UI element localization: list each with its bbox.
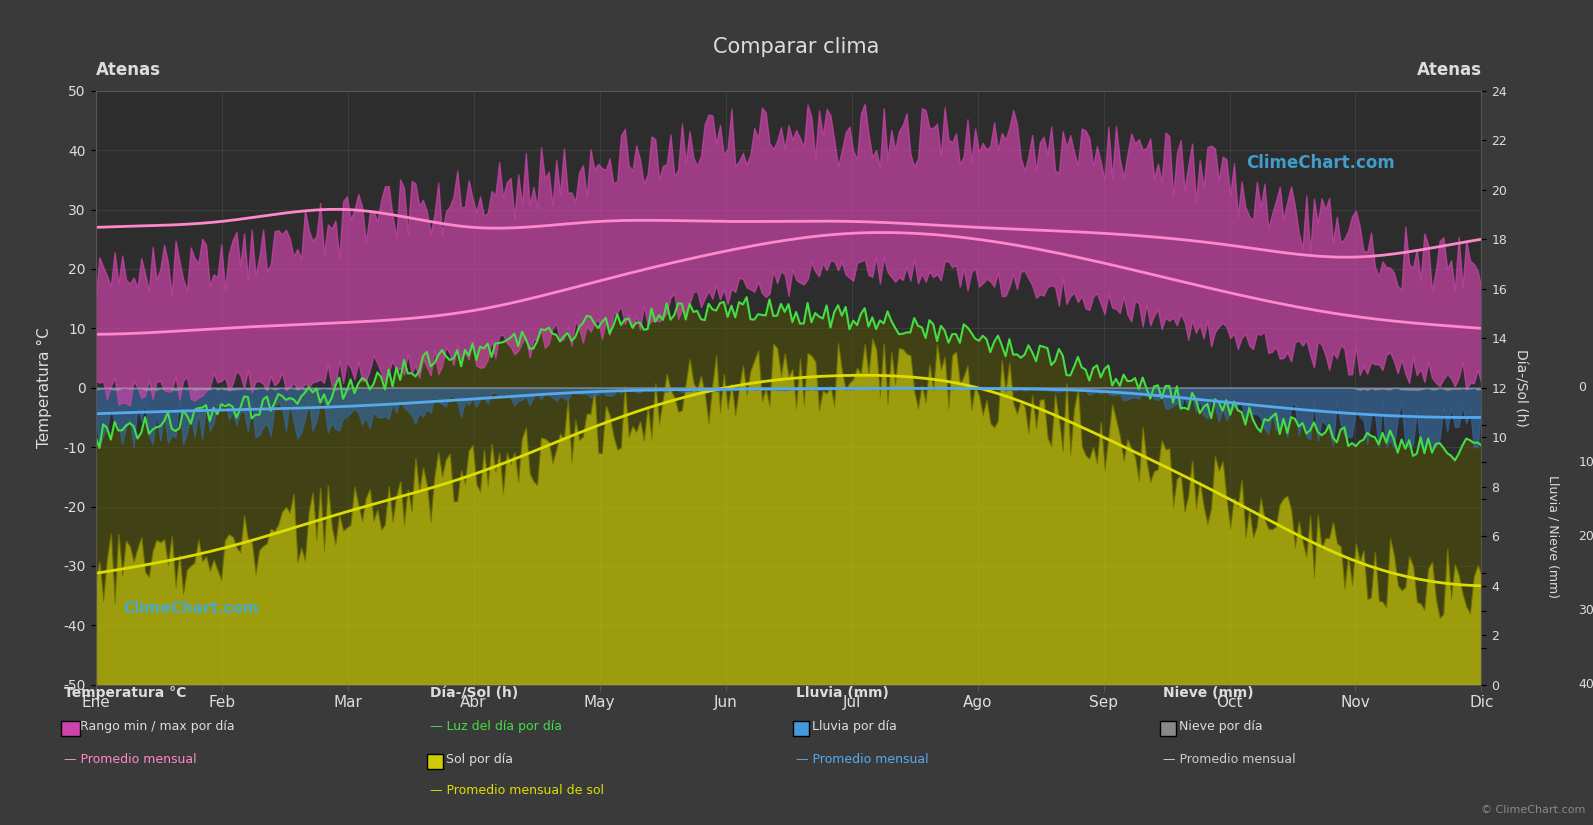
Y-axis label: Día-/Sol (h): Día-/Sol (h) bbox=[1513, 349, 1528, 427]
Text: — Luz del día por día: — Luz del día por día bbox=[430, 720, 562, 733]
Text: — Promedio mensual: — Promedio mensual bbox=[64, 753, 196, 766]
Text: 20: 20 bbox=[1579, 530, 1593, 543]
Text: Día-/Sol (h): Día-/Sol (h) bbox=[430, 686, 518, 700]
Text: 10: 10 bbox=[1579, 455, 1593, 469]
Text: Nieve por día: Nieve por día bbox=[1163, 720, 1263, 733]
Text: 40: 40 bbox=[1579, 678, 1593, 691]
Text: 30: 30 bbox=[1579, 604, 1593, 617]
Text: ClimeChart.com: ClimeChart.com bbox=[123, 601, 260, 616]
Text: Rango min / max por día: Rango min / max por día bbox=[64, 720, 234, 733]
Text: Comparar clima: Comparar clima bbox=[714, 37, 879, 57]
Text: Lluvia / Nieve (mm): Lluvia / Nieve (mm) bbox=[1547, 474, 1560, 598]
Text: © ClimeChart.com: © ClimeChart.com bbox=[1481, 804, 1587, 814]
Text: Lluvia (mm): Lluvia (mm) bbox=[796, 686, 889, 700]
Text: — Promedio mensual: — Promedio mensual bbox=[1163, 753, 1295, 766]
Text: Sol por día: Sol por día bbox=[430, 753, 513, 766]
Y-axis label: Temperatura °C: Temperatura °C bbox=[37, 328, 53, 448]
Text: Nieve (mm): Nieve (mm) bbox=[1163, 686, 1254, 700]
Text: Atenas: Atenas bbox=[96, 61, 161, 79]
Text: Atenas: Atenas bbox=[1416, 61, 1481, 79]
Text: — Promedio mensual de sol: — Promedio mensual de sol bbox=[430, 784, 604, 797]
Text: ClimeChart.com: ClimeChart.com bbox=[1246, 154, 1394, 172]
Text: — Promedio mensual: — Promedio mensual bbox=[796, 753, 929, 766]
Text: Temperatura °C: Temperatura °C bbox=[64, 686, 186, 700]
Text: Lluvia por día: Lluvia por día bbox=[796, 720, 897, 733]
Text: 0: 0 bbox=[1579, 381, 1587, 394]
